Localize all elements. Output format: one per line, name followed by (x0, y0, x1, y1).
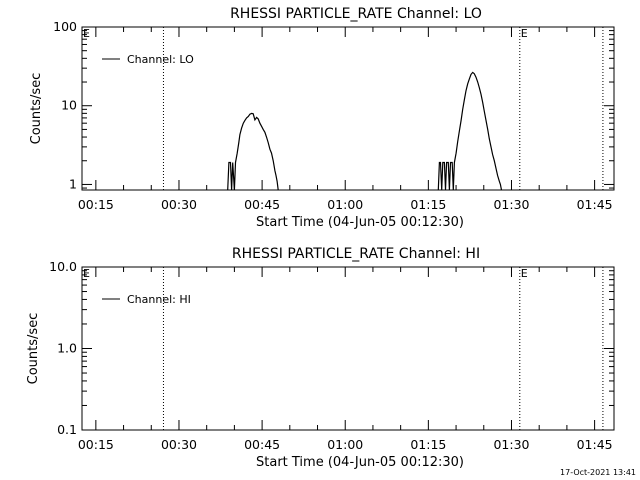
chart-title: RHESSI PARTICLE_RATE Channel: LO (230, 6, 482, 22)
chart-panel-2: RHESSI PARTICLE_RATE Channel: HI 10.0 1.0 0… (26, 246, 615, 470)
legend-label: Channel: LO (127, 53, 194, 66)
x-axis-label: Start Time (04-Jun-05 00:12:30) (256, 455, 464, 470)
y-tick-label: 1.0 (57, 341, 77, 356)
data-series-line (227, 112, 279, 191)
plot-frame (81, 26, 615, 191)
y-tick-label: 10.0 (49, 259, 77, 274)
y-tick-label: 0.1 (57, 422, 77, 437)
data-series-line (437, 71, 503, 191)
x-tick-label: 01:30 (493, 197, 529, 212)
time-marker-label: E (521, 27, 528, 40)
timestamp-footer: 17-Oct-2021 13:41 (560, 468, 636, 477)
x-tick-label: 01:45 (577, 197, 613, 212)
x-axis-label: Start Time (04-Jun-05 00:12:30) (256, 215, 464, 230)
x-tick-label: 00:15 (78, 437, 114, 452)
legend-label: Channel: HI (127, 293, 191, 306)
x-tick-label: 00:30 (161, 197, 197, 212)
x-tick-label: 01:15 (410, 197, 446, 212)
y-axis-label: Counts/sec (29, 73, 44, 145)
start-marker-label: E (83, 27, 90, 40)
y-tick-label: 100 (53, 19, 77, 34)
x-tick-label: 00:30 (161, 437, 197, 452)
x-tick-label: 00:15 (78, 197, 114, 212)
y-tick-label: 1 (69, 176, 77, 191)
chart-panel-1: RHESSI PARTICLE_RATE Channel: LO10010100… (29, 6, 615, 230)
plot-frame (81, 266, 615, 431)
x-tick-label: 01:00 (327, 197, 363, 212)
chart-title: RHESSI PARTICLE_RATE Channel: HI (232, 246, 480, 262)
start-marker-label: E (83, 267, 90, 280)
y-tick-label: 10 (61, 98, 77, 113)
x-tick-label: 01:15 (410, 437, 446, 452)
x-tick-label: 01:00 (327, 437, 363, 452)
x-tick-label: 01:30 (493, 437, 529, 452)
time-marker-label: E (521, 267, 528, 280)
y-axis-label: Counts/sec (26, 313, 41, 385)
x-tick-label: 01:45 (577, 437, 613, 452)
x-tick-label: 00:45 (244, 197, 280, 212)
x-tick-label: 00:45 (244, 437, 280, 452)
